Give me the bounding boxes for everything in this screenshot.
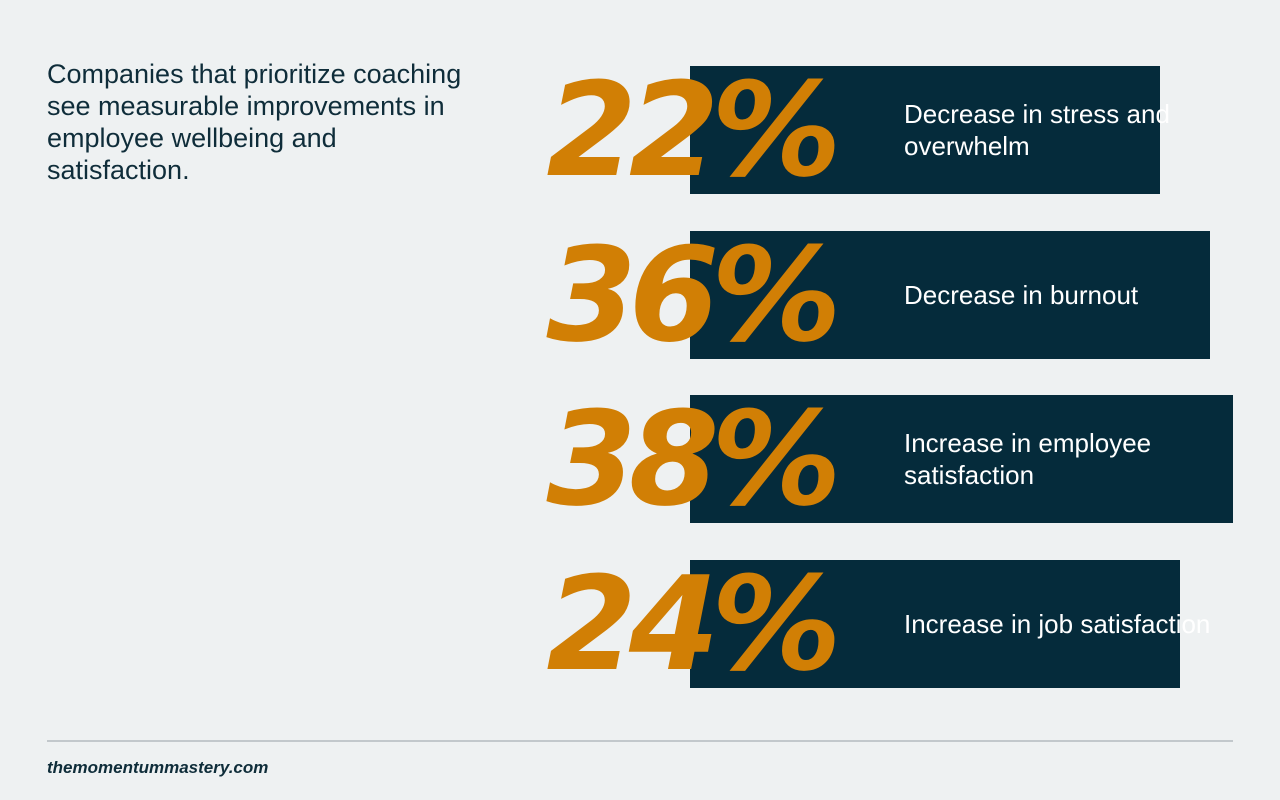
stat-description: Decrease in stress and overwhelm [904,99,1170,161]
stat-value: 22% [546,54,841,206]
footer-divider [47,740,1233,742]
stat-value: 36% [546,219,841,371]
stat-bar [690,66,1160,194]
stat-bar [690,395,1233,523]
footer-website: themomentummastery.com [47,758,269,777]
stat-value: 24% [546,548,841,700]
stat-description: Increase in job satisfaction [904,609,1211,639]
stat-bar [690,560,1180,688]
intro-text: Companies that prioritize coaching see m… [47,59,462,185]
stat-value: 38% [546,383,841,535]
stat-description: Increase in employee satisfaction [904,428,1152,490]
stat-bar [690,231,1210,359]
stat-description: Decrease in burnout [904,280,1139,310]
